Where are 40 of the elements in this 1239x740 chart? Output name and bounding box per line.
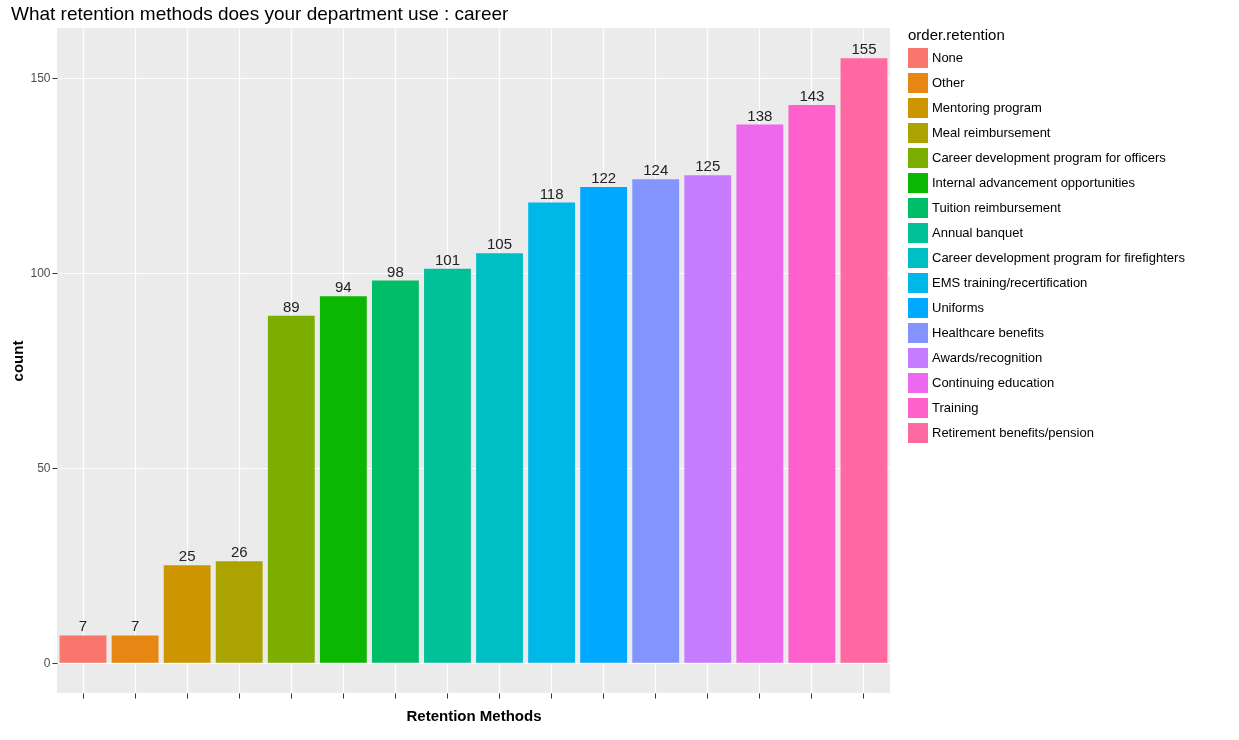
legend-title: order.retention	[908, 26, 1005, 43]
legend-label: Mentoring program	[932, 100, 1042, 115]
legend-label: Tuition reimbursement	[932, 200, 1062, 215]
legend-label: Training	[932, 400, 979, 415]
chart-title: What retention methods does your department use : career	[10, 3, 510, 24]
legend-label: Uniforms	[932, 300, 985, 315]
data-label: 125	[695, 157, 721, 175]
data-label: 89	[282, 297, 300, 315]
y-tick-label: 150	[30, 71, 51, 86]
data-label: 94	[335, 278, 352, 296]
data-label: 105	[487, 235, 513, 253]
data-label: 7	[130, 617, 140, 635]
y-tick-label: 100	[30, 266, 51, 281]
legend-label: Annual banquet	[932, 225, 1024, 240]
legend-label: Other	[932, 75, 966, 90]
legend-label: None	[932, 50, 964, 65]
legend-label: Healthcare benefits	[932, 325, 1045, 340]
legend-label: Career development program for officers	[932, 150, 1167, 165]
data-label: 7	[78, 617, 88, 635]
legend-label: Retirement benefits/pension	[932, 425, 1094, 440]
y-axis-title: count	[9, 340, 27, 382]
data-label: 124	[643, 161, 669, 179]
data-label: 155	[851, 40, 877, 58]
data-label: 25	[178, 547, 196, 565]
legend-label: Career development program for firefighters	[932, 250, 1186, 265]
data-label: 101	[434, 250, 460, 268]
data-label: 98	[387, 262, 404, 280]
data-label: 143	[799, 87, 825, 105]
data-label: 138	[747, 106, 773, 124]
y-tick-label: 0	[43, 656, 51, 671]
legend-label: Meal reimbursement	[932, 125, 1051, 140]
y-tick-label: 50	[37, 461, 51, 476]
data-label: 118	[539, 184, 564, 202]
legend-label: EMS training/recertification	[932, 275, 1088, 290]
legend-label: Internal advancement opportunities	[932, 175, 1136, 190]
x-axis-title: Retention Methods	[406, 706, 542, 724]
legend-label: Awards/recognition	[932, 350, 1043, 365]
data-label: 122	[591, 168, 617, 186]
data-label: 26	[230, 543, 248, 561]
legend-label: Continuing education	[932, 375, 1055, 390]
